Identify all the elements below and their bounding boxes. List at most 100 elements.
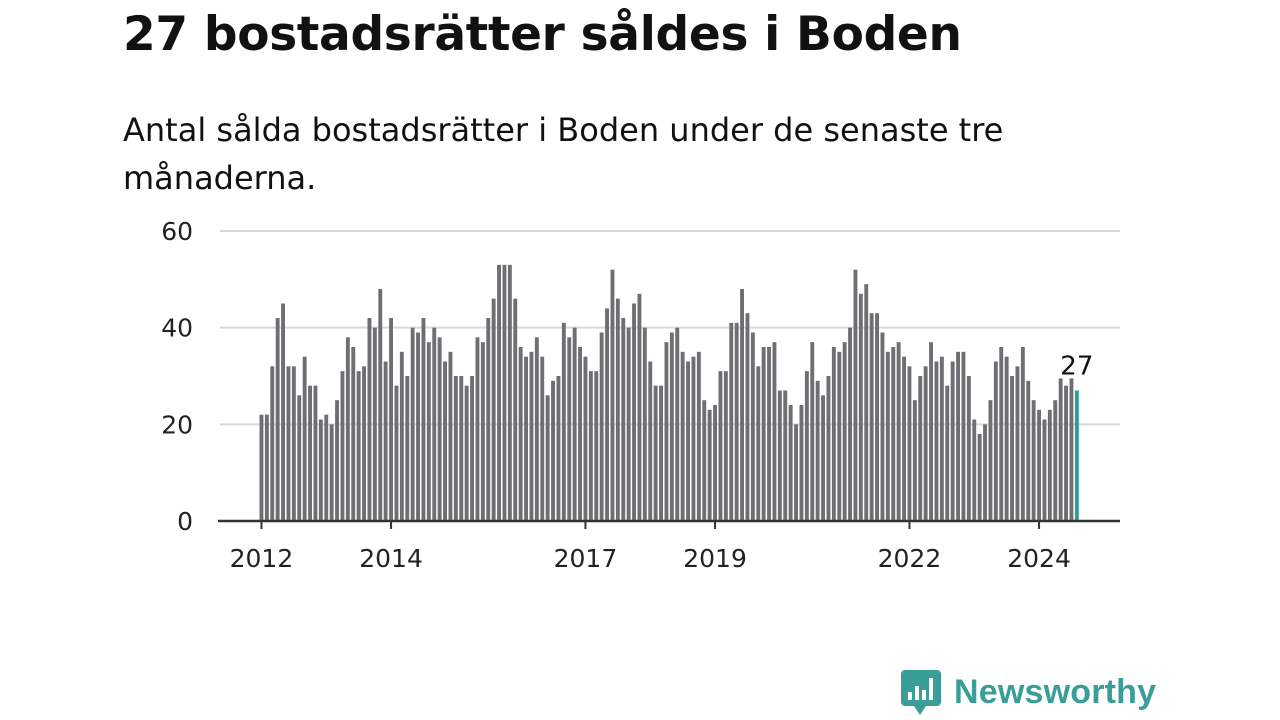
- bar: [821, 395, 825, 521]
- bar: [999, 347, 1004, 521]
- bar: [432, 327, 437, 521]
- bar: [983, 424, 987, 521]
- bar: [491, 298, 496, 521]
- bar: [453, 376, 458, 521]
- bar: [810, 342, 815, 521]
- bar: [669, 332, 674, 521]
- bar: [372, 327, 377, 521]
- bar: [648, 361, 653, 521]
- chart-title: 27 bostadsrätter såldes i Boden: [123, 7, 962, 62]
- bar: [610, 269, 615, 521]
- bar: [1064, 385, 1068, 521]
- bar: [718, 371, 723, 521]
- bar: [318, 419, 323, 521]
- bar: [756, 366, 761, 521]
- bar: [723, 371, 728, 521]
- newsworthy-logo-icon: [901, 670, 941, 715]
- bar: [534, 337, 539, 521]
- bar: [934, 361, 939, 521]
- bar: [659, 385, 663, 521]
- bar: [788, 405, 793, 521]
- bar: [340, 371, 345, 521]
- bar: [513, 298, 518, 521]
- bar: [1053, 400, 1058, 521]
- y-tick-label: 20: [161, 410, 193, 439]
- bar: [324, 414, 329, 521]
- bar: [939, 356, 944, 521]
- bar: [599, 332, 604, 521]
- bar: [767, 347, 771, 521]
- bar: [707, 409, 712, 521]
- bar: [578, 347, 582, 521]
- bar: [1026, 380, 1031, 521]
- bar: [410, 327, 415, 521]
- y-tick-label: 60: [161, 217, 193, 246]
- bar: [1069, 378, 1074, 521]
- bar: [475, 337, 480, 521]
- bar: [507, 264, 512, 521]
- bar: [561, 322, 566, 521]
- bar: [691, 356, 696, 521]
- bar: [831, 347, 836, 521]
- bar: [594, 371, 599, 521]
- bar: [777, 390, 782, 521]
- bar: [1047, 409, 1052, 521]
- bar: [572, 327, 577, 521]
- bar: [653, 385, 658, 521]
- x-tick-label: 2022: [878, 544, 942, 573]
- bar: [470, 376, 474, 521]
- bar: [966, 376, 971, 521]
- bar: [367, 318, 372, 521]
- bar: [1058, 378, 1063, 521]
- bar: [750, 332, 755, 521]
- bar: [1031, 400, 1036, 521]
- bar: [426, 342, 431, 521]
- bar: [945, 385, 950, 521]
- bar: [275, 318, 280, 521]
- bar: [1010, 376, 1014, 521]
- bar: [497, 264, 501, 521]
- bar-chart: 0 20 40 60 27 2012 2014 2017 2019 2022 2024: [161, 217, 1120, 573]
- bar: [389, 318, 393, 521]
- bar: [885, 351, 890, 521]
- bar: [794, 424, 798, 521]
- x-tick-label: 2024: [1007, 544, 1071, 573]
- bar: [540, 356, 545, 521]
- bar: [956, 351, 960, 521]
- bar: [259, 414, 264, 521]
- bar: [518, 347, 523, 521]
- bar: [351, 347, 356, 521]
- bar: [1015, 366, 1020, 521]
- bar: [567, 337, 572, 521]
- bar: [961, 351, 966, 521]
- y-tick-label: 0: [177, 507, 193, 536]
- bar: [929, 342, 933, 521]
- bar: [286, 366, 291, 521]
- bar: [664, 342, 669, 521]
- bar: [1004, 356, 1009, 521]
- bar: [529, 351, 534, 521]
- bar: [486, 318, 491, 521]
- bar: [416, 332, 420, 521]
- bar: [761, 347, 766, 521]
- bar: [335, 400, 339, 521]
- bar: [302, 356, 307, 521]
- bar: [891, 347, 896, 521]
- bar: [907, 366, 912, 521]
- bar: [815, 380, 820, 521]
- bar: [642, 327, 647, 521]
- x-tick-label: 2017: [554, 544, 618, 573]
- bar: [1037, 409, 1041, 521]
- bar: [950, 361, 955, 521]
- bar: [918, 376, 923, 521]
- bar: [972, 419, 977, 521]
- bar: [848, 327, 852, 521]
- bar: [329, 424, 334, 521]
- bar: [923, 366, 928, 521]
- bar: [977, 434, 982, 521]
- bar: [772, 342, 777, 521]
- chart-subtitle: Antal sålda bostadsrätter i Boden under …: [123, 111, 1004, 197]
- bar: [869, 313, 874, 521]
- bar: [734, 322, 739, 521]
- bar: [864, 284, 869, 521]
